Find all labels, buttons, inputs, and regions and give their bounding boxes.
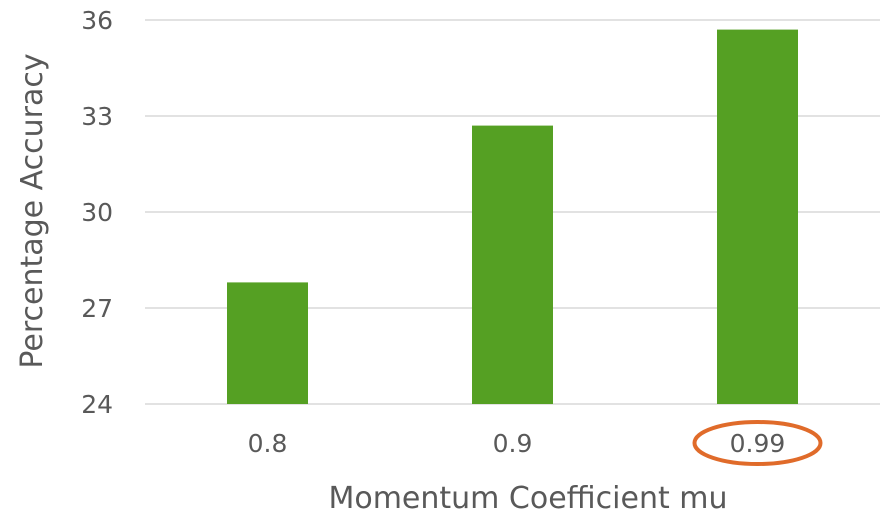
y-tick-label: 27 <box>81 294 113 323</box>
bars <box>227 29 798 404</box>
bar-0.9 <box>472 125 553 404</box>
x-axis-title: Momentum Coefficient mu <box>328 481 727 516</box>
bar-0.8 <box>227 282 308 404</box>
y-tick-label: 33 <box>81 102 113 131</box>
highlight-ring <box>692 420 823 466</box>
x-category-label: 0.99 <box>730 429 786 458</box>
y-tick-label: 36 <box>81 6 113 35</box>
y-axis-title: Percentage Accuracy <box>15 53 50 368</box>
y-axis-ticks: 24 27 30 33 36 <box>81 6 113 419</box>
y-tick-label: 30 <box>81 198 113 227</box>
x-axis-categories: 0.8 0.9 0.99 <box>248 429 786 458</box>
x-category-label: 0.8 <box>248 429 288 458</box>
x-category-label: 0.9 <box>493 429 533 458</box>
y-tick-label: 24 <box>81 390 113 419</box>
bar-0.99 <box>717 29 798 404</box>
